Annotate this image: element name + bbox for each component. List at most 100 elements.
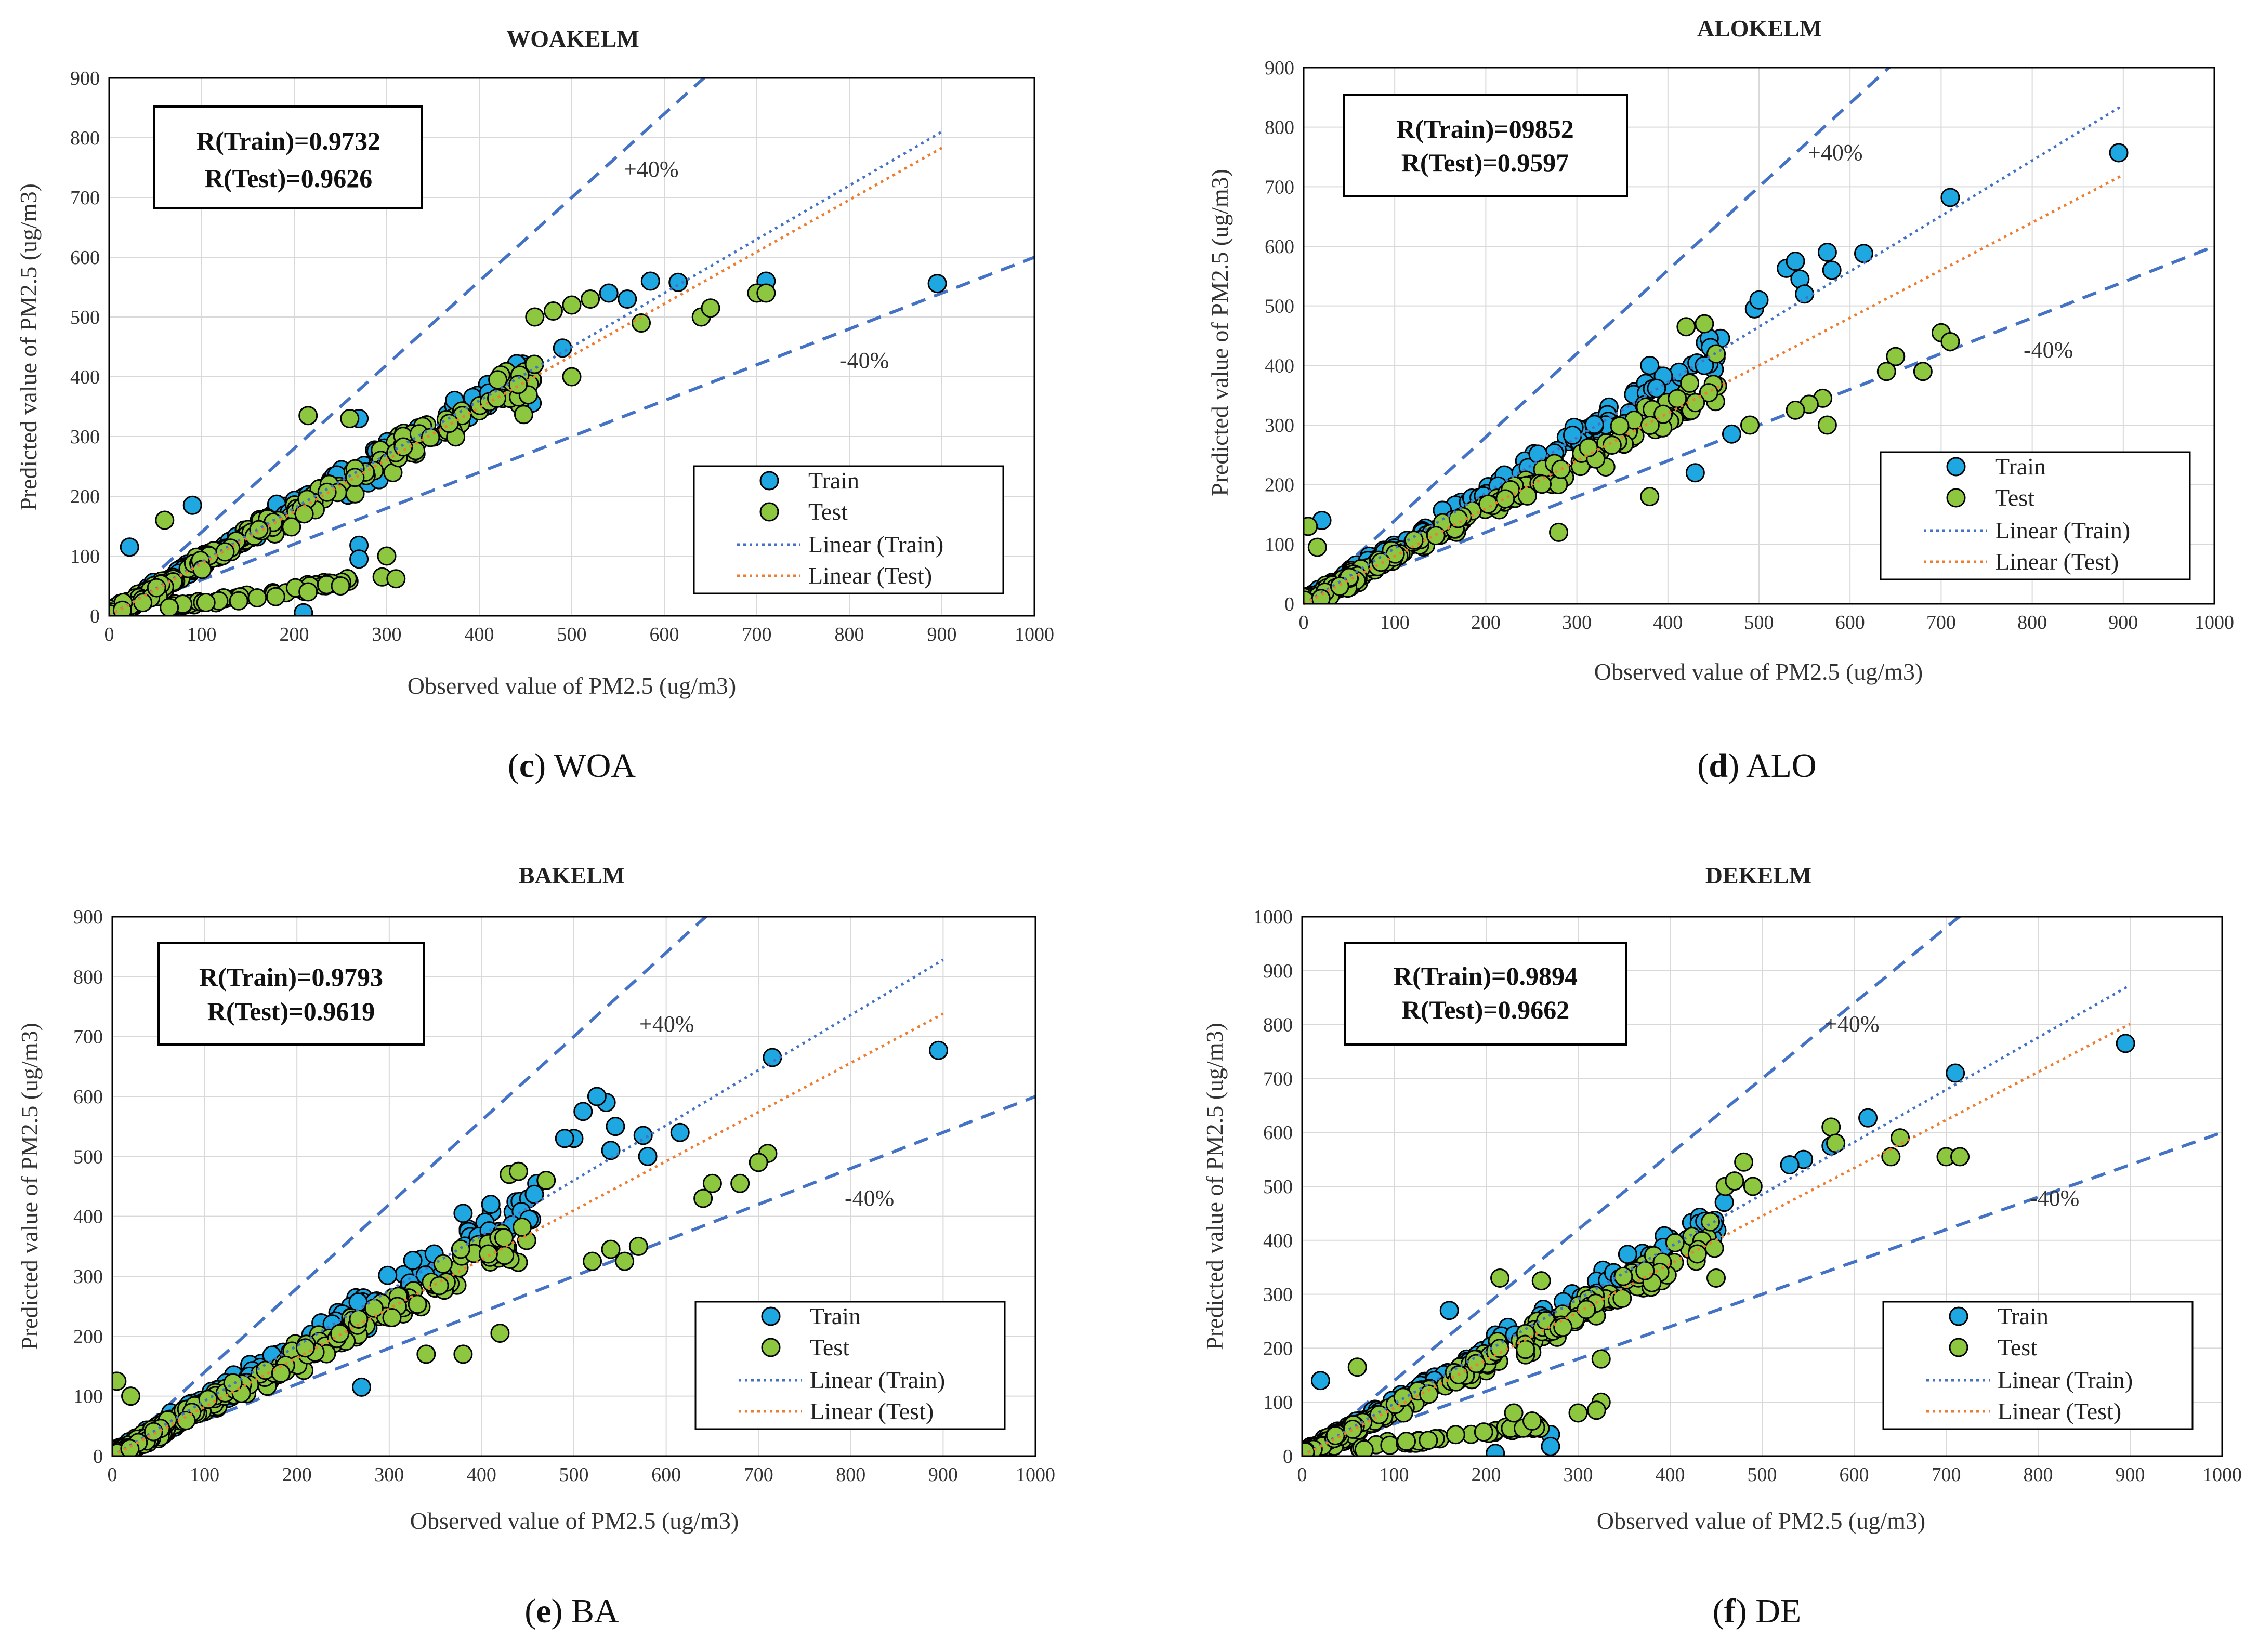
test-point [192, 560, 212, 579]
test-point [543, 301, 563, 321]
test-point [1419, 1384, 1439, 1404]
y-tick-label: 700 [70, 187, 100, 209]
test-point [1504, 1403, 1524, 1423]
train-point [1310, 1371, 1330, 1391]
test-point [1602, 435, 1622, 455]
legend-label-train: Train [1995, 453, 2046, 480]
test-point [196, 593, 216, 613]
train-point [1795, 284, 1815, 304]
r-test-text: R(Test)=0.9662 [1402, 995, 1569, 1024]
y-tick-label: 600 [1265, 236, 1294, 258]
y-tick-label: 200 [70, 486, 100, 508]
test-point [581, 289, 600, 309]
train-point [1541, 1436, 1560, 1456]
upper-band-label: +40% [1824, 1011, 1879, 1037]
test-point [514, 405, 533, 425]
train-point [1940, 188, 1960, 207]
train-trend-line [1303, 104, 2124, 605]
x-tick-label: 400 [465, 624, 494, 645]
test-point [364, 1298, 384, 1318]
test-point [112, 1371, 127, 1391]
x-tick-label: 0 [1297, 1464, 1307, 1486]
x-tick-label: 100 [1380, 612, 1410, 633]
y-tick-label: 0 [1283, 1446, 1293, 1468]
test-point [155, 510, 175, 530]
plot-frame [108, 77, 1035, 617]
x-tick-label: 300 [374, 1464, 404, 1486]
test-point [487, 389, 507, 408]
y-tick-label: 900 [1265, 57, 1294, 79]
x-tick-label: 0 [108, 1464, 117, 1486]
train-point [1563, 425, 1582, 445]
test-point [1612, 1289, 1632, 1309]
test-point [1640, 487, 1660, 507]
train-point [1822, 260, 1842, 280]
train-point [524, 1184, 544, 1204]
test-point [133, 593, 153, 613]
test-point [615, 1251, 635, 1271]
chart-title: WOAKELM [506, 25, 639, 52]
train-point [403, 1251, 423, 1271]
test-point [1490, 1268, 1510, 1288]
test-point [1311, 589, 1331, 604]
test-point [1725, 1171, 1744, 1191]
trend-lines [108, 130, 943, 617]
r-test-text: R(Test)=0.9597 [1401, 148, 1569, 177]
band-lines [112, 917, 1035, 1456]
x-tick-label: 1000 [1016, 1464, 1055, 1486]
test-point [1478, 494, 1498, 514]
train-point [638, 1146, 658, 1166]
chart-title: ALOKELM [1697, 15, 1822, 42]
y-tick-label: 300 [70, 426, 100, 448]
test-point [488, 370, 508, 390]
legend-marker-train [759, 471, 779, 491]
test-point [490, 1324, 510, 1343]
test-point [1950, 1147, 1970, 1167]
test-point [1325, 1426, 1345, 1446]
test-point [1354, 1440, 1374, 1456]
lower-band-label: -40% [839, 348, 889, 373]
lower-band-line [1302, 1131, 2222, 1456]
test-point [1740, 415, 1760, 435]
test-point [1532, 474, 1552, 494]
caption-text: DE [1755, 1592, 1801, 1630]
x-tick-label: 800 [836, 1464, 865, 1486]
r-test-text: R(Test)=0.9619 [207, 997, 375, 1026]
x-tick-label: 100 [190, 1464, 219, 1486]
tick-labels: 0 100 200 300 400 500 600 700 800 900 1000 0 100 200 3… [1253, 906, 2242, 1486]
caption-letter: f [1724, 1592, 1736, 1630]
x-tick-label: 900 [2108, 612, 2138, 633]
test-point [632, 313, 651, 333]
panel-c: WOAKELM 0 100 200 300 400 500 600 700 800 900 1000… [15, 25, 1054, 785]
x-tick-label: 700 [742, 624, 772, 645]
test-point [1397, 1432, 1416, 1451]
panel-e: BAKELM 0 100 200 300 400 500 600 700 800 900 10000… [16, 862, 1055, 1630]
test-trend-line [111, 1012, 944, 1458]
r-value-box: R(Train)=0.9793 R(Test)=0.9619 [157, 942, 425, 1046]
test-point [1495, 489, 1515, 509]
train-point [555, 1129, 574, 1148]
x-axis-label: Observed value of PM2.5 (ug/m3) [1597, 1508, 1925, 1534]
panel-caption: (c) WOA [508, 747, 636, 785]
y-tick-label: 0 [90, 605, 100, 627]
panel-f: DEKELM 0 100 200 300 400 500 600 700 800 900 10000… [1201, 862, 2242, 1630]
test-point [377, 546, 397, 566]
test-point [1821, 1117, 1841, 1137]
y-tick-label: 0 [93, 1446, 103, 1468]
test-point [478, 1244, 498, 1264]
test-trend-line [1301, 1023, 2131, 1458]
r-train-text: R(Train)=0.9793 [199, 962, 383, 992]
legend-label-linear-test: Linear (Test) [810, 1398, 934, 1424]
r-test-text: R(Test)=0.9626 [205, 164, 372, 193]
train-point [599, 283, 619, 303]
test-point [1786, 400, 1805, 420]
test-point [693, 1188, 713, 1208]
train-point [670, 1122, 690, 1142]
test-point [429, 1276, 449, 1296]
test-point [439, 414, 459, 433]
x-tick-label: 600 [651, 1464, 681, 1486]
lower-band-line [112, 1095, 1035, 1456]
train-point [606, 1117, 625, 1136]
test-point [628, 1236, 648, 1256]
panel-caption: (f) DE [1713, 1592, 1801, 1630]
